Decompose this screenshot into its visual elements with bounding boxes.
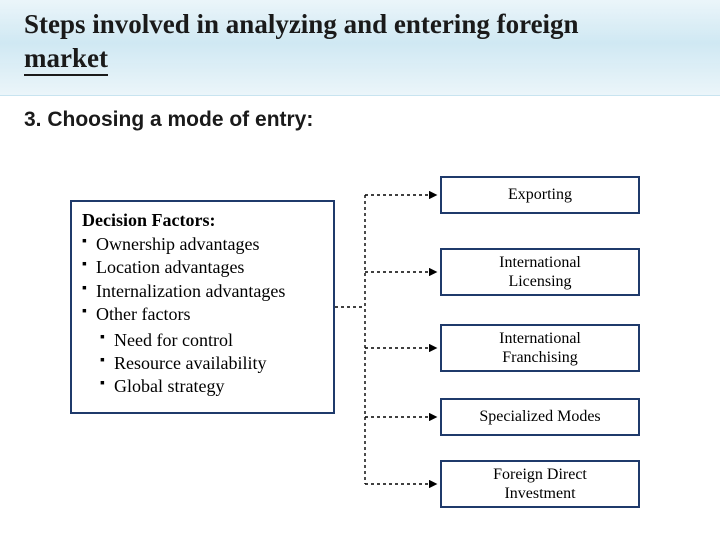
entry-mode-box-2: International Franchising — [440, 324, 640, 372]
subbullet-control: Need for control — [100, 329, 323, 352]
subbullet-resource: Resource availability — [100, 352, 323, 375]
title-line-1: Steps involved in analyzing and entering… — [24, 9, 579, 39]
page-title: Steps involved in analyzing and entering… — [24, 8, 696, 76]
decision-factors-list: Ownership advantages Location advantages… — [82, 233, 323, 399]
subtitle: 3. Choosing a mode of entry: — [24, 108, 313, 132]
entry-mode-label-3: Specialized Modes — [479, 407, 600, 426]
bullet-location: Location advantages — [82, 256, 323, 279]
entry-mode-box-4: Foreign Direct Investment — [440, 460, 640, 508]
entry-mode-box-1: International Licensing — [440, 248, 640, 296]
entry-mode-box-0: Exporting — [440, 176, 640, 214]
title-line-2: market — [24, 43, 108, 76]
entry-mode-label-1: International Licensing — [499, 253, 581, 291]
subbullet-global: Global strategy — [100, 375, 323, 398]
decision-factors-heading: Decision Factors: — [82, 210, 323, 231]
decision-factors-box: Decision Factors: Ownership advantages L… — [70, 200, 335, 414]
bullet-other: Other factors — [82, 303, 323, 326]
entry-mode-label-0: Exporting — [508, 185, 572, 204]
bullet-ownership: Ownership advantages — [82, 233, 323, 256]
decision-factors-sublist: Need for control Resource availability G… — [100, 329, 323, 399]
entry-mode-box-3: Specialized Modes — [440, 398, 640, 436]
bullet-internalization: Internalization advantages — [82, 280, 323, 303]
entry-mode-label-2: International Franchising — [499, 329, 581, 367]
entry-mode-label-4: Foreign Direct Investment — [493, 465, 587, 503]
